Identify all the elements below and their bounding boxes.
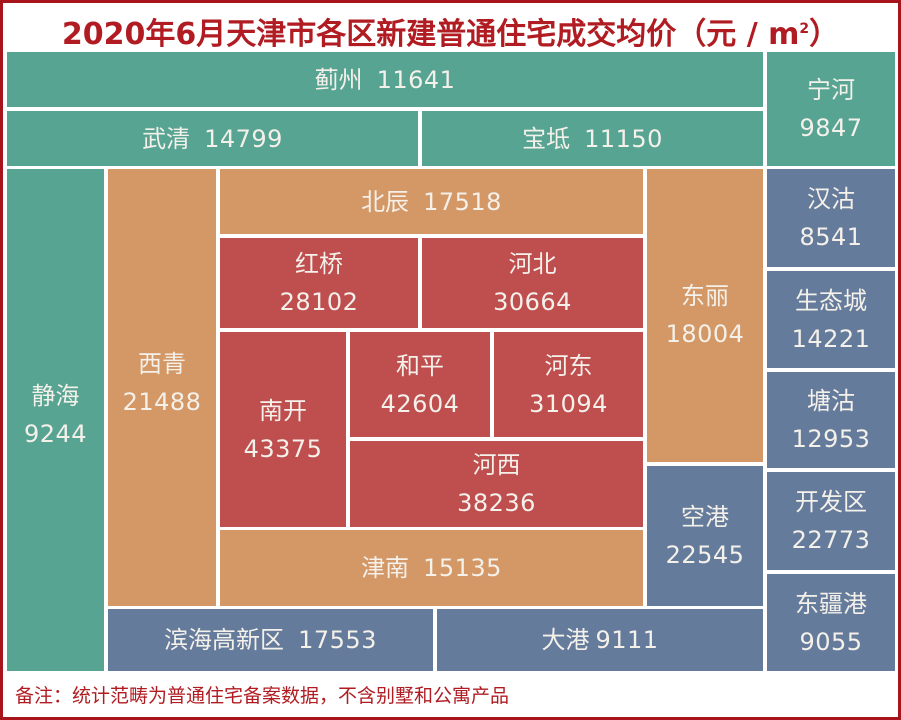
tile-ninghe: 宁河 9847	[767, 52, 895, 166]
tile-label: 红桥	[295, 250, 343, 278]
tile-label: 东疆港	[795, 589, 867, 618]
tile-nankai: 南开 43375	[220, 332, 346, 527]
tile-label: 武清	[142, 124, 191, 153]
tile-jinghai: 静海 9244	[7, 169, 104, 671]
tile-value: 22545	[665, 541, 745, 569]
tile-value: 17553	[298, 626, 377, 654]
tile-label: 北辰	[361, 187, 410, 216]
tile-label: 河东	[544, 351, 593, 380]
footnote: 备注：统计范畴为普通住宅备案数据，不含别墅和公寓产品	[15, 685, 510, 707]
tile-dagang: 大港 9111	[437, 609, 763, 671]
tile-value: 31094	[529, 389, 608, 418]
tile-label: 西青	[138, 350, 186, 378]
tile-hongqiao: 红桥 28102	[220, 238, 418, 328]
tile-wuqing: 武清 14799	[7, 111, 418, 166]
tile-value: 8541	[799, 223, 863, 251]
tile-tanggu: 塘沽 12953	[767, 372, 895, 468]
tile-label: 空港	[681, 503, 729, 531]
tile-label: 河北	[508, 250, 557, 278]
tile-hangu: 汉沽 8541	[767, 169, 895, 267]
tile-value: 11641	[376, 65, 456, 94]
tile-label: 塘沽	[807, 387, 855, 415]
tile-value: 9244	[23, 420, 88, 448]
tile-value: 12953	[791, 425, 871, 453]
tile-value: 15135	[423, 554, 502, 582]
tile-kaifaqu: 开发区 22773	[767, 472, 895, 570]
tile-value: 9847	[799, 114, 863, 142]
tile-label: 宝坻	[522, 124, 571, 153]
tile-label: 蓟州	[314, 65, 363, 94]
tile-label: 南开	[259, 396, 307, 425]
tile-hedong: 河东 31094	[494, 332, 643, 437]
tile-label: 津南	[361, 554, 410, 582]
tile-label: 生态城	[795, 286, 867, 315]
chart-title-close: ）	[809, 17, 840, 52]
tile-xiqing: 西青 21488	[108, 169, 216, 606]
tile-label: 宁河	[807, 76, 855, 104]
tile-value: 18004	[665, 320, 745, 348]
tile-label: 汉沽	[807, 185, 855, 213]
tile-baodi: 宝坻 11150	[422, 111, 763, 166]
tile-heping: 和平 42604	[350, 332, 490, 437]
tile-value: 43375	[243, 434, 323, 463]
tile-value: 9055	[799, 627, 863, 656]
tile-value: 14221	[791, 324, 871, 353]
tile-value: 22773	[791, 526, 871, 554]
tile-value: 9111	[595, 626, 659, 654]
tile-binhai-gaoxin: 滨海高新区 17553	[108, 609, 433, 671]
tile-label: 东丽	[681, 282, 729, 310]
tile-dongli: 东丽 18004	[647, 169, 763, 462]
tile-value: 11150	[584, 124, 663, 153]
tile-value: 38236	[457, 489, 536, 517]
tile-jizhou: 蓟州 11641	[7, 52, 763, 107]
chart-title-text: 2020年6月天津市各区新建普通住宅成交均价（元 / m	[61, 17, 800, 52]
tile-label: 河西	[472, 451, 521, 479]
tile-value: 17518	[423, 187, 502, 216]
chart-title-superscript: 2	[799, 21, 810, 37]
tile-konggang: 空港 22545	[647, 466, 763, 606]
tile-jinnan: 津南 15135	[220, 530, 643, 606]
tile-hexi: 河西 38236	[350, 441, 643, 527]
tile-beichen: 北辰 17518	[220, 169, 643, 234]
tile-value: 14799	[204, 124, 283, 153]
tile-label: 开发区	[795, 488, 867, 516]
tile-value: 30664	[493, 288, 572, 316]
tile-dongjianggang: 东疆港 9055	[767, 574, 895, 671]
tile-value: 28102	[279, 288, 359, 316]
tile-label: 静海	[31, 382, 80, 410]
tile-value: 21488	[122, 388, 202, 416]
tile-label: 大港	[541, 626, 590, 654]
tile-label: 滨海高新区	[164, 626, 285, 654]
tile-value: 42604	[380, 389, 460, 418]
tile-shengtaicheng: 生态城 14221	[767, 271, 895, 368]
tile-hebei: 河北 30664	[422, 238, 643, 328]
tile-label: 和平	[396, 351, 444, 380]
chart-title: 2020年6月天津市各区新建普通住宅成交均价（元 / m2）	[3, 7, 898, 52]
